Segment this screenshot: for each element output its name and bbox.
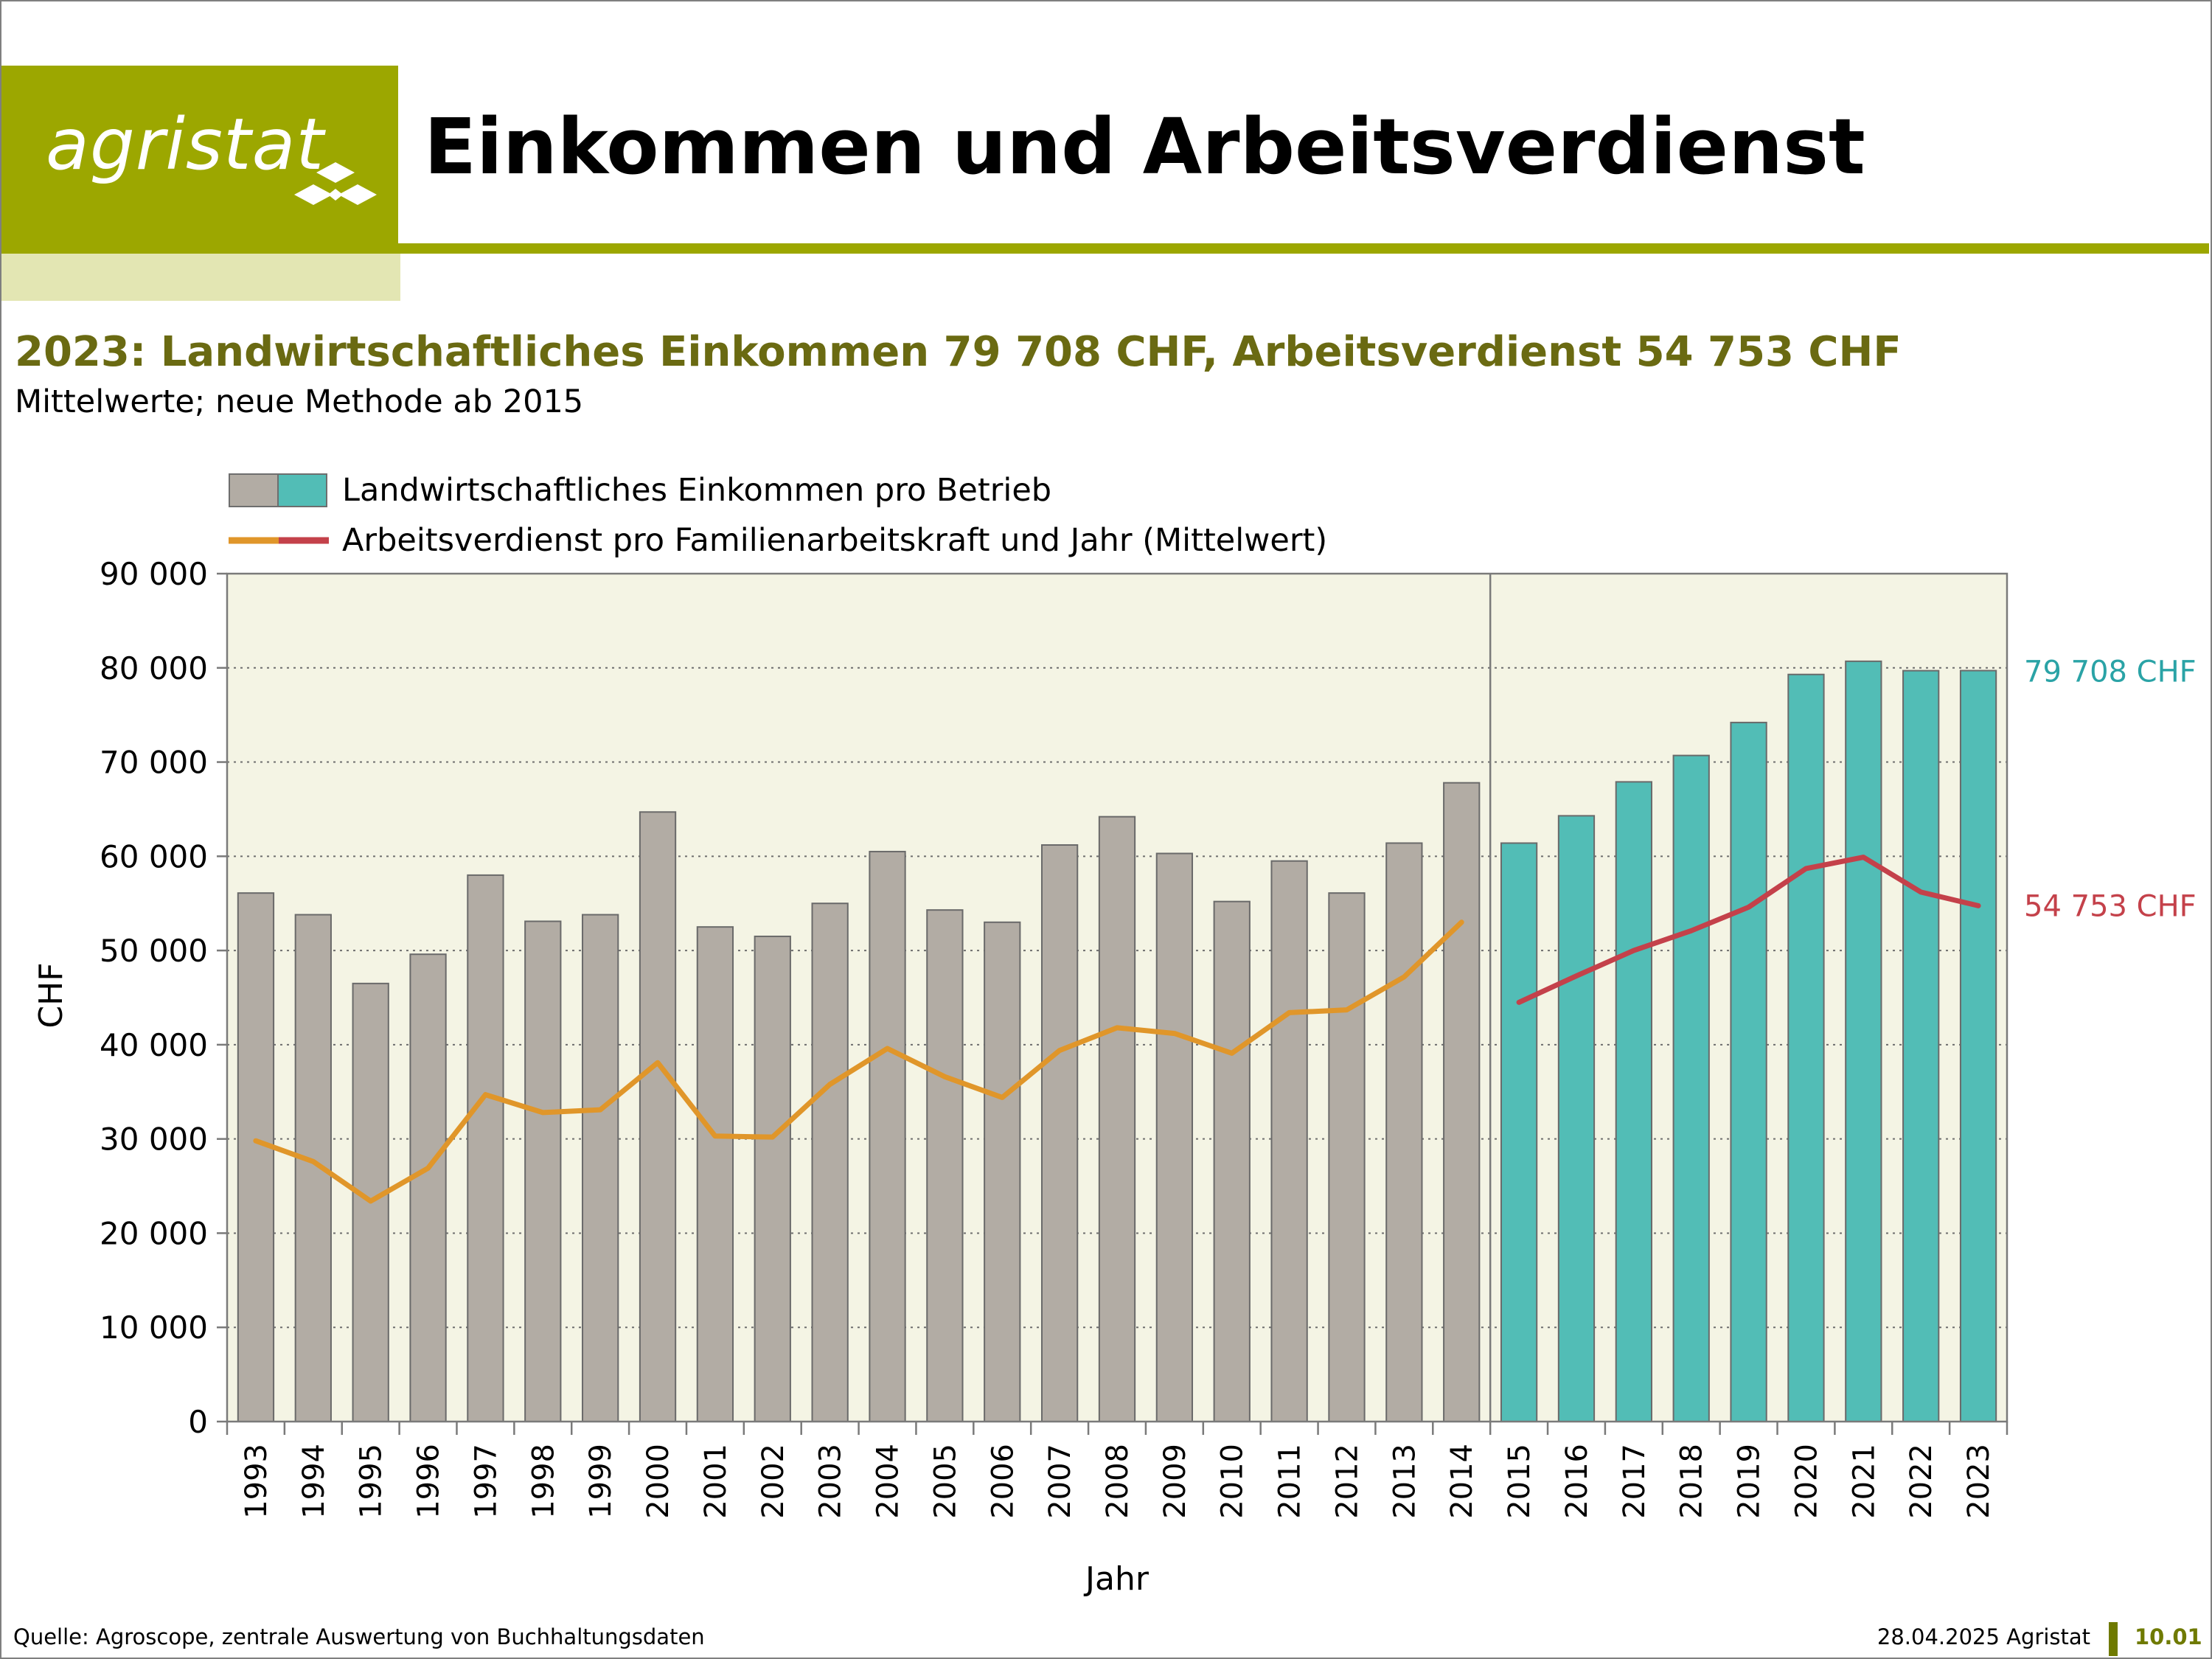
bar-1997 bbox=[467, 874, 504, 1422]
bar-2021 bbox=[1845, 660, 1882, 1422]
x-tick-label: 2000 bbox=[641, 1444, 675, 1519]
x-tick-label: 2017 bbox=[1618, 1444, 1652, 1519]
bar-2012 bbox=[1328, 892, 1366, 1422]
agristat-logo bbox=[1, 66, 398, 251]
bar-2014 bbox=[1443, 782, 1481, 1422]
bar-2015 bbox=[1500, 842, 1538, 1422]
x-tick-label: 2005 bbox=[928, 1444, 962, 1519]
bar-2006 bbox=[984, 921, 1021, 1423]
bar-2010 bbox=[1213, 900, 1251, 1422]
legend-item-line: Arbeitsverdienst pro Familienarbeitskraf… bbox=[229, 522, 1327, 559]
bar-2009 bbox=[1155, 852, 1194, 1422]
y-tick-label: 70 000 bbox=[100, 745, 208, 781]
bar-2005 bbox=[926, 909, 964, 1422]
x-tick-label: 2014 bbox=[1445, 1444, 1479, 1519]
x-tick-label: 1995 bbox=[355, 1444, 389, 1519]
legend-bars-swatch bbox=[229, 473, 327, 507]
x-tick-label: 1993 bbox=[240, 1444, 274, 1519]
y-tick-label: 10 000 bbox=[100, 1310, 208, 1346]
x-tick-label: 2021 bbox=[1847, 1444, 1881, 1519]
bar-2019 bbox=[1730, 721, 1767, 1422]
bar-1999 bbox=[582, 914, 619, 1422]
x-tick-label: 2019 bbox=[1733, 1444, 1767, 1519]
chart-subtitle: 2023: Landwirtschaftliches Einkommen 79 … bbox=[15, 328, 1902, 376]
annotation-labour-2023: 54 753 CHF bbox=[2024, 889, 2197, 923]
legend-item-bars: Landwirtschaftliches Einkommen pro Betri… bbox=[229, 472, 1051, 509]
y-tick-label: 90 000 bbox=[100, 556, 208, 592]
bar-1993 bbox=[237, 892, 275, 1422]
chart-area: 0 10 000 20 000 30 000 40 000 50 000 60 000 70 … bbox=[32, 556, 2197, 1598]
y-tick-label: 40 000 bbox=[100, 1027, 208, 1063]
x-tick-label: 2013 bbox=[1388, 1444, 1422, 1519]
logo-text: agristat bbox=[46, 103, 325, 186]
bar-2002 bbox=[754, 935, 791, 1422]
bar-1998 bbox=[524, 920, 562, 1422]
x-tick-label: 1997 bbox=[469, 1444, 503, 1519]
y-tick-label: 0 bbox=[188, 1404, 208, 1440]
bar-2000 bbox=[639, 811, 677, 1423]
line-series-old-method bbox=[253, 919, 1464, 1204]
page-title: Einkommen und Arbeitsverdienst bbox=[424, 102, 1865, 192]
bar-2022 bbox=[1902, 669, 1940, 1422]
y-tick-label: 50 000 bbox=[100, 933, 208, 969]
x-tick-label: 2003 bbox=[814, 1444, 848, 1519]
x-tick-label: 2001 bbox=[699, 1444, 733, 1519]
footer-divider bbox=[2109, 1622, 2118, 1656]
x-tick-label: 2016 bbox=[1560, 1444, 1594, 1519]
x-tick-label: 2020 bbox=[1790, 1444, 1823, 1519]
x-tick-label: 2009 bbox=[1158, 1444, 1192, 1519]
header-accent-block bbox=[1, 251, 400, 301]
x-tick-label: 2010 bbox=[1216, 1444, 1250, 1519]
header-rule bbox=[1, 243, 2209, 254]
bar-2018 bbox=[1672, 754, 1710, 1422]
y-axis-title: CHF bbox=[32, 962, 70, 1028]
x-tick-label: 2002 bbox=[757, 1444, 790, 1519]
x-tick-label: 1996 bbox=[412, 1444, 446, 1519]
logo-diamonds-icon bbox=[294, 162, 377, 205]
y-tick-label: 60 000 bbox=[100, 838, 208, 874]
bar-2017 bbox=[1615, 781, 1652, 1422]
x-tick-label: 2011 bbox=[1273, 1444, 1307, 1519]
legend-line-label: Arbeitsverdienst pro Familienarbeitskraf… bbox=[342, 522, 1328, 559]
y-tick-label: 20 000 bbox=[100, 1215, 208, 1251]
chart-subtitle-note: Mittelwerte; neue Methode ab 2015 bbox=[15, 383, 584, 420]
x-tick-label: 2008 bbox=[1101, 1444, 1135, 1519]
x-tick-label: 2023 bbox=[1962, 1444, 1996, 1519]
x-tick-label: 1999 bbox=[584, 1444, 618, 1519]
bar-2004 bbox=[869, 850, 906, 1422]
bar-2016 bbox=[1557, 815, 1596, 1422]
bar-2007 bbox=[1040, 844, 1079, 1422]
x-tick-label: 1998 bbox=[526, 1444, 560, 1519]
bar-1996 bbox=[409, 953, 447, 1422]
bar-2011 bbox=[1270, 860, 1308, 1422]
bar-2023 bbox=[1959, 669, 1997, 1422]
footer-date: 28.04.2025 Agristat bbox=[1877, 1624, 2090, 1649]
x-tick-label: 2015 bbox=[1503, 1444, 1537, 1519]
bar-2020 bbox=[1787, 673, 1825, 1422]
line-series-new-method bbox=[1516, 855, 1981, 1005]
annotation-income-2023: 79 708 CHF bbox=[2024, 655, 2197, 689]
x-tick-label: 2018 bbox=[1675, 1444, 1709, 1519]
x-axis-title: Jahr bbox=[1083, 1560, 1150, 1598]
x-tick-label: 2022 bbox=[1905, 1444, 1938, 1519]
plot-frame bbox=[226, 572, 2008, 1423]
bar-2013 bbox=[1385, 842, 1423, 1422]
y-tick-label: 30 000 bbox=[100, 1121, 208, 1158]
x-tick-label: 2007 bbox=[1043, 1444, 1077, 1519]
x-tick-label: 2012 bbox=[1330, 1444, 1364, 1519]
y-tick-label: 80 000 bbox=[100, 650, 208, 686]
legend-bars-label: Landwirtschaftliches Einkommen pro Betri… bbox=[342, 472, 1052, 509]
bar-2003 bbox=[811, 902, 849, 1422]
x-tick-label: 2004 bbox=[872, 1444, 905, 1519]
x-tick-label: 2006 bbox=[986, 1444, 1020, 1519]
bar-2001 bbox=[696, 926, 734, 1422]
bar-2008 bbox=[1098, 815, 1136, 1422]
x-tick-label: 1994 bbox=[297, 1444, 331, 1519]
footer-page-number: 10.01 bbox=[2135, 1624, 2202, 1649]
footer-source: Quelle: Agroscope, zentrale Auswertung v… bbox=[13, 1624, 705, 1649]
legend-line-swatch bbox=[229, 537, 329, 544]
